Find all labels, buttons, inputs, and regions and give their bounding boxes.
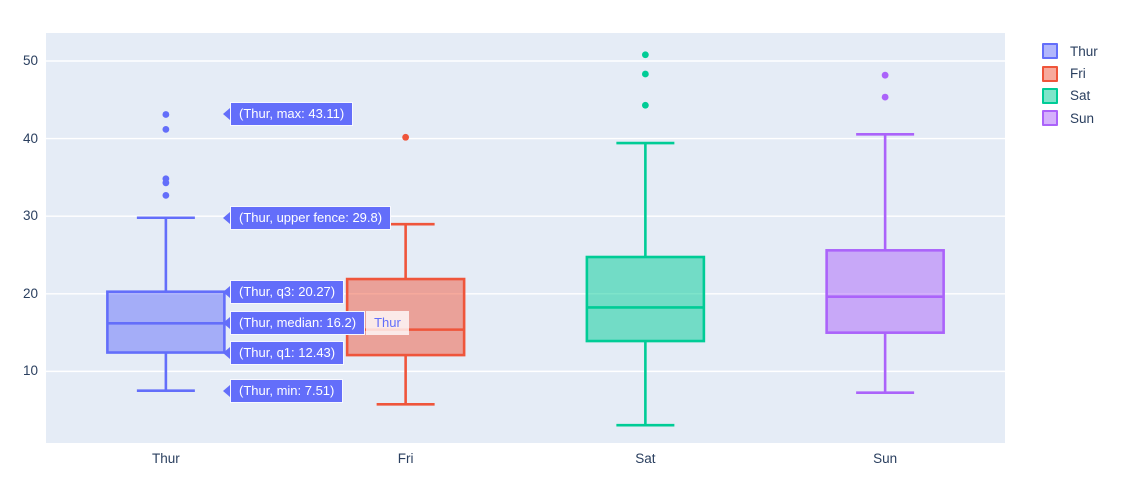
y-tick-label: 40 [22,130,38,146]
legend-swatch-icon [1042,110,1058,127]
legend-swatch-icon [1042,87,1058,104]
legend-item-thur[interactable]: Thur [1042,40,1098,62]
legend-item-sat[interactable]: Sat [1042,85,1098,107]
x-tick-label-thur: Thur [151,451,180,466]
outlier-point-sun[interactable] [881,71,889,79]
legend-item-sun[interactable]: Sun [1042,107,1098,129]
legend-label: Thur [1070,43,1098,59]
y-tick-label: 50 [22,53,38,68]
outlier-point-sat[interactable] [641,51,649,59]
outlier-point-thur[interactable] [162,192,170,199]
legend-item-fri[interactable]: Fri [1042,62,1098,84]
outlier-point-thur[interactable] [162,111,170,118]
x-tick-label-sun: Sun [873,451,898,466]
outlier-point-sun[interactable] [881,93,889,101]
box-sun[interactable] [825,249,945,334]
y-tick-label: 30 [22,208,38,224]
legend-label: Sun [1070,110,1095,126]
x-tick-label-fri: Fri [397,451,414,466]
box-fri[interactable] [345,277,466,357]
outlier-point-thur[interactable] [162,125,170,133]
y-tick-label: 10 [22,363,38,379]
legend-label: Sat [1070,88,1091,104]
x-tick-label-sat: Sat [635,451,656,466]
outlier-point-sat[interactable] [641,70,649,78]
legend-label: Fri [1070,66,1086,82]
y-tick-label: 20 [22,285,38,301]
legend-swatch-icon [1042,43,1058,60]
legend-swatch-icon [1042,65,1058,82]
outlier-point-sat[interactable] [641,101,649,109]
box-plot-canvas [46,51,1005,427]
plot-area[interactable] [46,33,1005,443]
legend: Thur Fri Sat Sun [1042,40,1098,130]
box-sat[interactable] [585,255,706,343]
outlier-point-fri[interactable] [402,133,410,141]
outlier-point-thur[interactable] [162,175,170,183]
